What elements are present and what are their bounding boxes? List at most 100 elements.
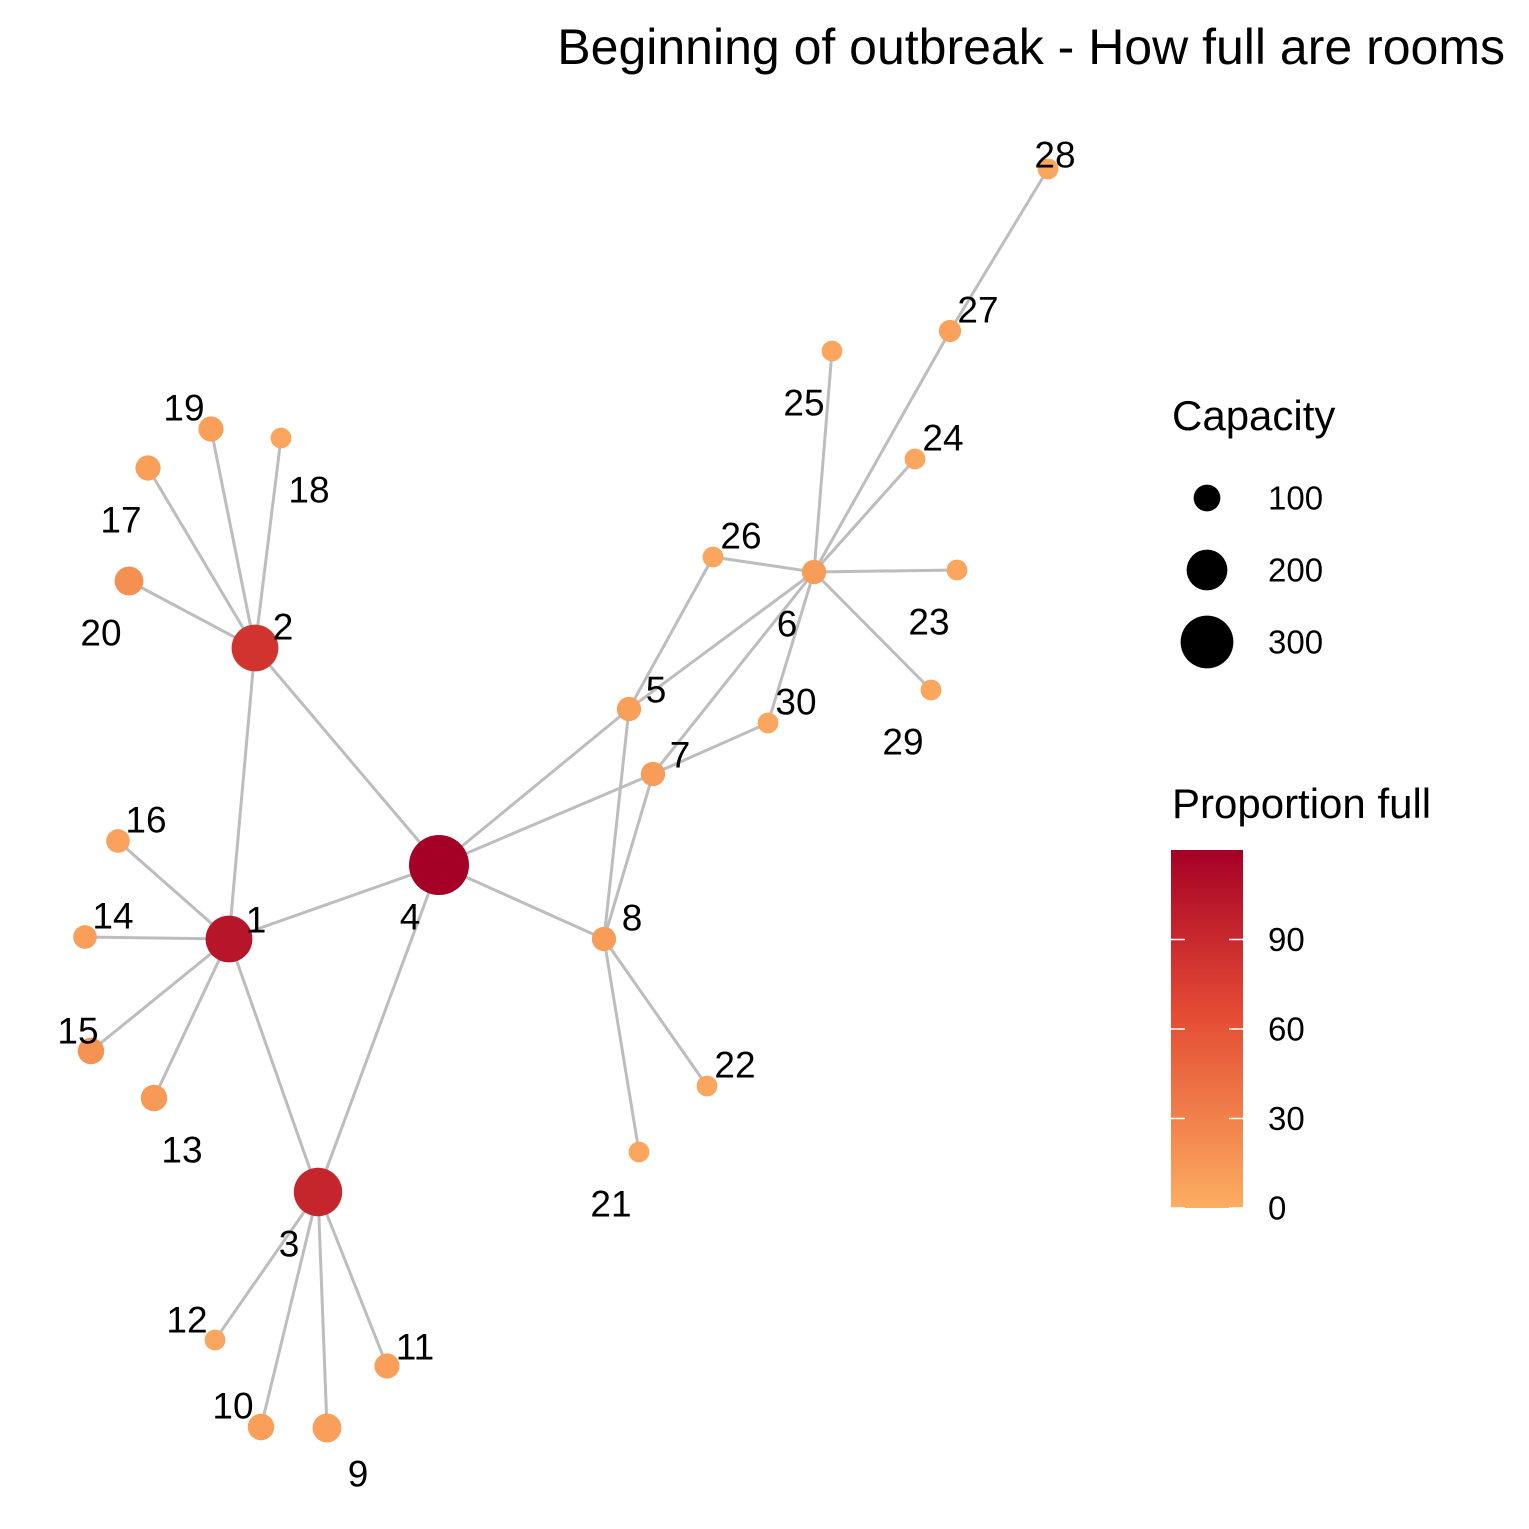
edge-6-29 (812, 570, 933, 692)
node-18 (270, 427, 292, 449)
edge-3-10 (259, 1191, 320, 1428)
node-label-11: 11 (396, 1327, 434, 1368)
node-label-10: 10 (212, 1386, 253, 1427)
edge-2-17 (146, 467, 257, 649)
edge-7-30 (652, 721, 769, 776)
node-label-20: 20 (80, 613, 121, 654)
node-30 (757, 712, 779, 734)
node-label-14: 14 (92, 896, 133, 937)
node-29 (920, 679, 942, 701)
node-13 (140, 1084, 168, 1112)
node-label-19: 19 (163, 388, 204, 429)
node-label-8: 8 (622, 898, 643, 939)
node-label-17: 17 (100, 500, 141, 541)
edge-3-9 (316, 1191, 329, 1429)
node-label-24: 24 (922, 418, 963, 459)
edge-2-18 (253, 437, 283, 649)
node-28 (1037, 158, 1059, 180)
node-label-29: 29 (882, 722, 923, 763)
node-6 (801, 559, 827, 585)
node-5 (616, 696, 642, 722)
node-label-4: 4 (400, 897, 421, 938)
capacity-legend-label-100: 100 (1268, 480, 1323, 517)
edge-4-5 (438, 707, 630, 867)
edge-4-8 (438, 863, 605, 941)
edge-5-8 (602, 708, 631, 940)
edge-3-4 (316, 864, 441, 1193)
colorbar-label-0: 0 (1268, 1190, 1286, 1227)
node-22 (696, 1075, 718, 1097)
edge-6-25 (812, 350, 834, 573)
edge-1-15 (90, 937, 230, 1053)
capacity-legend-label-300: 300 (1268, 624, 1323, 661)
node-3 (293, 1167, 343, 1217)
node-label-26: 26 (720, 516, 761, 557)
capacity-legend-key-100 (1193, 484, 1221, 512)
node-10 (247, 1413, 275, 1441)
capacity-legend-label-200: 200 (1268, 552, 1323, 589)
node-25 (821, 340, 843, 362)
node-label-1: 1 (246, 900, 267, 941)
node-26 (702, 546, 724, 568)
edge-8-22 (602, 938, 709, 1087)
edge-1-14 (84, 935, 230, 941)
colorbar-label-90: 90 (1268, 921, 1305, 958)
node-2 (231, 624, 279, 672)
node-label-3: 3 (279, 1224, 300, 1265)
node-7 (640, 761, 666, 787)
edge-layer (84, 168, 1050, 1429)
edge-5-6 (628, 570, 815, 711)
edge-6-27 (812, 330, 952, 573)
capacity-legend: Capacity 100 200 300 (1172, 392, 1335, 669)
edge-6-7 (651, 571, 816, 775)
node-27 (938, 319, 962, 343)
node-label-13: 13 (161, 1130, 202, 1171)
node-16 (106, 829, 130, 853)
edge-6-24 (812, 458, 917, 573)
node-label-18: 18 (288, 470, 329, 511)
node-15 (77, 1037, 105, 1065)
proportion-legend-title: Proportion full (1172, 780, 1431, 827)
node-24 (904, 448, 926, 470)
node-label-15: 15 (57, 1011, 98, 1052)
label-layer: 1234567891011121314151617181920212223242… (57, 135, 1075, 1495)
node-19 (198, 416, 224, 442)
node-layer (73, 158, 1059, 1443)
colorbar-label-30: 30 (1268, 1100, 1305, 1137)
node-label-12: 12 (166, 1300, 207, 1341)
capacity-legend-title: Capacity (1172, 392, 1335, 439)
edge-6-30 (766, 571, 816, 724)
edge-2-4 (253, 647, 441, 866)
capacity-legend-key-300 (1180, 615, 1234, 669)
node-label-5: 5 (646, 670, 667, 711)
edge-3-11 (316, 1191, 389, 1367)
edge-2-19 (209, 428, 257, 649)
node-4 (409, 835, 469, 895)
edge-1-16 (117, 839, 230, 941)
node-20 (114, 566, 144, 596)
node-17 (135, 455, 161, 481)
edge-2-20 (128, 579, 256, 650)
node-9 (312, 1413, 342, 1443)
edge-7-8 (602, 773, 655, 940)
node-label-25: 25 (783, 383, 824, 424)
node-8 (591, 926, 617, 952)
node-label-22: 22 (714, 1045, 755, 1086)
node-23 (946, 559, 968, 581)
edge-6-23 (813, 568, 958, 574)
node-label-28: 28 (1034, 135, 1075, 176)
node-21 (628, 1141, 650, 1163)
proportion-legend: Proportion full 0 30 60 90 (1171, 780, 1431, 1227)
edge-8-21 (602, 938, 641, 1153)
edge-4-7 (438, 772, 654, 867)
node-label-30: 30 (775, 682, 816, 723)
node-label-21: 21 (590, 1184, 631, 1225)
node-label-6: 6 (777, 604, 798, 645)
node-label-23: 23 (908, 602, 949, 643)
edge-27-28 (948, 168, 1050, 332)
node-label-27: 27 (957, 290, 998, 331)
node-1 (205, 915, 253, 963)
edge-1-3 (227, 938, 320, 1193)
node-label-9: 9 (348, 1454, 369, 1495)
